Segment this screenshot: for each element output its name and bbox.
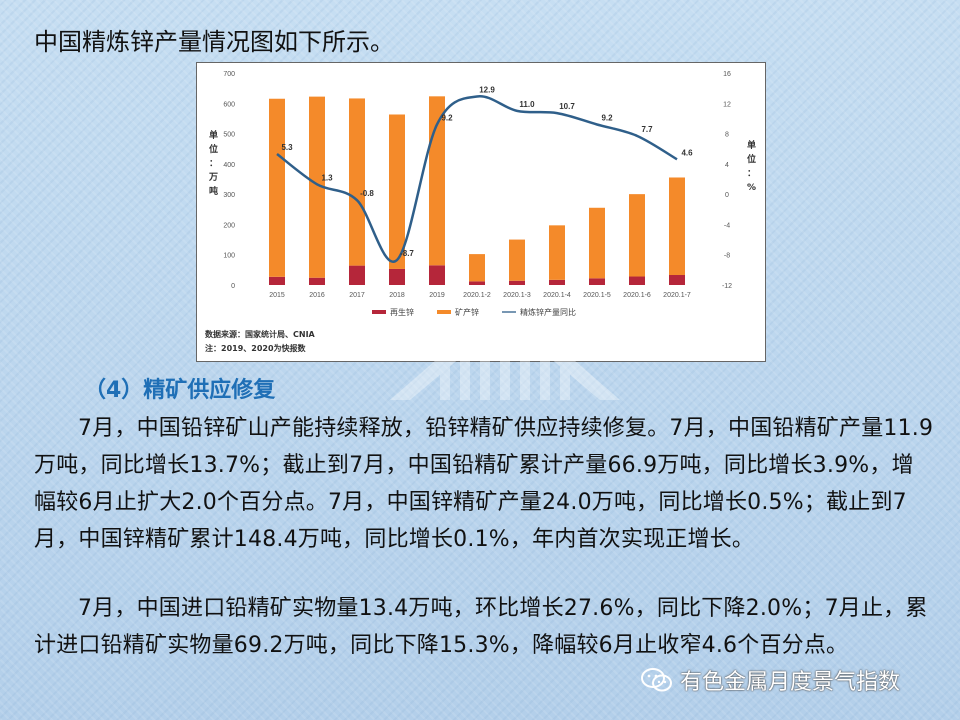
- line-data-label: 9.2: [441, 113, 453, 122]
- y-left-tick-label: 600: [223, 101, 235, 108]
- x-tick-label: 2018: [389, 292, 405, 299]
- line-refined-zinc-yoy: [276, 95, 678, 263]
- bar-mine-zinc: [309, 96, 325, 278]
- legend-label-recycled: 再生锌: [390, 307, 414, 317]
- legend-swatch-recycled: [372, 310, 386, 314]
- y-right-tick-label: 16: [723, 71, 731, 78]
- logo-watermark-icon: [390, 300, 620, 400]
- bar-recycled-zinc: [389, 268, 405, 285]
- bar-recycled-zinc: [629, 276, 645, 285]
- y-left-unit-char: 吨: [209, 185, 218, 197]
- zinc-production-chart: 0 100 200 300 400 500 600 700 -12 -8 -4 0 4 8 12 16 单位：万…: [196, 62, 766, 362]
- line-data-label: 9.2: [601, 113, 613, 122]
- bar-recycled-zinc: [509, 280, 525, 285]
- y-right-tick-label: -8: [724, 253, 730, 260]
- x-tick-label: 2020.1-4: [543, 292, 571, 299]
- x-tick-label: 2020.1-6: [623, 292, 651, 299]
- y-left-tick-label: 500: [223, 132, 235, 139]
- y-right-tick-label: 0: [725, 192, 729, 199]
- bar-recycled-zinc: [549, 279, 565, 285]
- y-left-unit-char: ：: [209, 159, 218, 169]
- y-right-tick-label: 12: [723, 101, 731, 108]
- line-data-label: 1.3: [321, 173, 333, 182]
- bar-recycled-zinc: [589, 278, 605, 285]
- y-right-tick-label: -4: [724, 222, 730, 229]
- x-tick-label: 2020.1-3: [503, 292, 531, 299]
- x-tick-label: 2020.1-5: [583, 292, 611, 299]
- bar-recycled-zinc: [349, 265, 365, 285]
- paragraph-concentrate-import: 7月，中国进口铅精矿实物量13.4万吨，环比增长27.6%，同比下降2.0%；7…: [34, 596, 928, 658]
- wechat-icon: [641, 668, 672, 692]
- line-data-label: 10.7: [559, 102, 575, 111]
- line-data-label: -0.8: [360, 189, 374, 198]
- y-right-tick-label: 4: [725, 162, 729, 169]
- y-left-tick-label: 100: [223, 253, 235, 260]
- legend-label-line: 精炼锌产量同比: [520, 307, 576, 317]
- y-right-unit-char: ：: [747, 169, 756, 179]
- y-right-unit-char: %: [747, 183, 756, 193]
- x-tick-label: 2020.1-7: [663, 292, 691, 299]
- footer-brand: 有色金属月度景气指数: [640, 664, 900, 696]
- bar-mine-zinc: [389, 114, 405, 269]
- chart-note: 注：2019、2020为快报数: [205, 343, 307, 353]
- line-data-label: 5.3: [281, 143, 293, 152]
- section-title: （4）精矿供应修复: [84, 378, 276, 403]
- bar-recycled-zinc: [429, 265, 445, 285]
- bar-mine-zinc: [269, 98, 285, 277]
- x-tick-label: 2019: [429, 292, 445, 299]
- y-left-tick-label: 400: [223, 162, 235, 169]
- paragraph-concentrate-output: 7月，中国铅锌矿山产能持续释放，铅锌精矿供应持续修复。7月，中国铅精矿产量11.…: [34, 416, 934, 552]
- line-data-label: 4.6: [681, 148, 693, 157]
- y-left-unit-char: 万: [208, 172, 218, 183]
- y-left-tick-label: 300: [223, 192, 235, 199]
- x-tick-label: 2017: [349, 292, 365, 299]
- bar-recycled-zinc: [669, 275, 685, 285]
- page-heading: 中国精炼锌产量情况图如下所示。: [34, 28, 394, 56]
- bar-recycled-zinc: [469, 281, 485, 285]
- chart-source: 数据来源：国家统计局、CNIA: [205, 329, 316, 339]
- bar-mine-zinc: [629, 194, 645, 277]
- legend-swatch-mine: [437, 310, 451, 314]
- y-left-unit-char: 位: [209, 143, 218, 155]
- y-left-unit-char: 单: [209, 129, 218, 141]
- bar-recycled-zinc: [269, 276, 285, 285]
- legend-label-mine: 矿产锌: [455, 307, 479, 317]
- line-data-label: -8.7: [400, 249, 414, 258]
- line-data-label: 12.9: [479, 85, 495, 94]
- line-data-label: 11.0: [519, 100, 535, 109]
- y-left-tick-label: 700: [223, 71, 235, 78]
- y-right-unit-char: 单: [747, 139, 756, 151]
- bar-mine-zinc: [469, 254, 485, 282]
- bar-mine-zinc: [349, 98, 365, 266]
- x-tick-label: 2020.1-2: [463, 292, 491, 299]
- bar-mine-zinc: [669, 177, 685, 276]
- x-tick-label: 2015: [269, 292, 285, 299]
- y-right-tick-label: -12: [722, 283, 732, 290]
- x-tick-label: 2016: [309, 292, 325, 299]
- y-left-tick-label: 200: [223, 222, 235, 229]
- line-data-label: 7.7: [641, 125, 653, 134]
- bar-mine-zinc: [589, 207, 605, 279]
- bar-mine-zinc: [549, 225, 565, 280]
- y-right-tick-label: 8: [725, 132, 729, 139]
- y-left-tick-label: 0: [231, 283, 235, 290]
- y-right-unit-char: 位: [747, 153, 756, 165]
- footer-brand-text: 有色金属月度景气指数: [680, 670, 901, 695]
- bar-mine-zinc: [509, 239, 525, 281]
- chart-canvas: 0100200300400500600700-12-8-40481216单位：万…: [205, 71, 756, 353]
- bar-recycled-zinc: [309, 277, 325, 285]
